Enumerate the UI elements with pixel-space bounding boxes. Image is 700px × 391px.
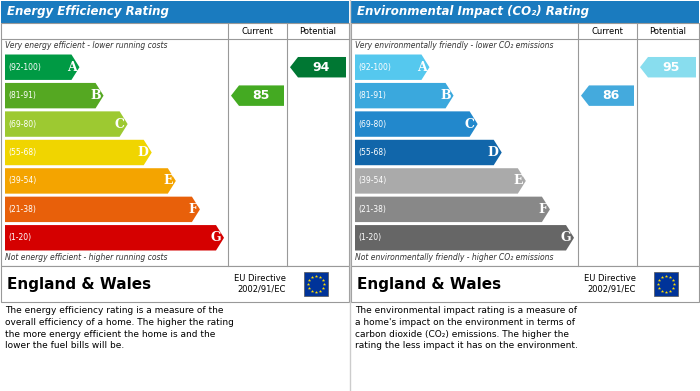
Text: D: D	[138, 146, 148, 159]
Text: England & Wales: England & Wales	[7, 276, 151, 292]
Bar	[304, 272, 328, 296]
Text: E: E	[513, 174, 523, 187]
Text: EU Directive
2002/91/EC: EU Directive 2002/91/EC	[584, 274, 636, 294]
Text: (1-20): (1-20)	[8, 233, 31, 242]
Text: (21-38): (21-38)	[358, 205, 386, 214]
Text: (69-80): (69-80)	[358, 120, 386, 129]
Text: A: A	[66, 61, 76, 74]
Text: F: F	[188, 203, 197, 216]
Text: England & Wales: England & Wales	[357, 276, 501, 292]
Polygon shape	[5, 197, 200, 222]
Text: 85: 85	[252, 89, 270, 102]
Text: Environmental Impact (CO₂) Rating: Environmental Impact (CO₂) Rating	[357, 5, 589, 18]
Text: (39-54): (39-54)	[358, 176, 386, 185]
Text: 86: 86	[602, 89, 619, 102]
Text: Current: Current	[241, 27, 274, 36]
Polygon shape	[581, 85, 634, 106]
Text: Potential: Potential	[650, 27, 687, 36]
Text: C: C	[465, 118, 475, 131]
Bar	[654, 272, 678, 296]
Text: (92-100): (92-100)	[8, 63, 41, 72]
Bar	[1, 1, 349, 23]
Polygon shape	[640, 57, 696, 77]
Text: (21-38): (21-38)	[8, 205, 36, 214]
Polygon shape	[355, 54, 430, 80]
Text: (55-68): (55-68)	[358, 148, 386, 157]
Polygon shape	[5, 168, 176, 194]
Text: Very environmentally friendly - lower CO₂ emissions: Very environmentally friendly - lower CO…	[355, 41, 554, 50]
Text: (55-68): (55-68)	[8, 148, 36, 157]
Polygon shape	[5, 83, 104, 108]
Polygon shape	[355, 197, 550, 222]
Polygon shape	[231, 85, 284, 106]
Polygon shape	[355, 225, 574, 251]
Bar	[1, 266, 349, 302]
Polygon shape	[355, 111, 477, 137]
Polygon shape	[5, 54, 80, 80]
Text: (81-91): (81-91)	[358, 91, 386, 100]
Text: G: G	[211, 231, 221, 244]
Polygon shape	[355, 140, 502, 165]
Text: EU Directive
2002/91/EC: EU Directive 2002/91/EC	[234, 274, 286, 294]
Text: G: G	[561, 231, 571, 244]
Text: 94: 94	[312, 61, 330, 74]
Bar	[351, 1, 699, 23]
Text: B: B	[90, 89, 101, 102]
Text: Potential: Potential	[300, 27, 337, 36]
Text: (1-20): (1-20)	[358, 233, 381, 242]
Polygon shape	[5, 225, 224, 251]
Polygon shape	[5, 140, 152, 165]
Text: D: D	[488, 146, 498, 159]
Text: (81-91): (81-91)	[8, 91, 36, 100]
Polygon shape	[290, 57, 346, 77]
Polygon shape	[5, 111, 127, 137]
Text: Energy Efficiency Rating: Energy Efficiency Rating	[7, 5, 169, 18]
Bar	[351, 266, 699, 302]
Text: B: B	[440, 89, 451, 102]
Text: E: E	[163, 174, 173, 187]
Polygon shape	[355, 83, 454, 108]
Text: Not energy efficient - higher running costs: Not energy efficient - higher running co…	[5, 253, 167, 262]
Text: 95: 95	[662, 61, 680, 74]
Text: A: A	[416, 61, 426, 74]
Text: (92-100): (92-100)	[358, 63, 391, 72]
Text: The energy efficiency rating is a measure of the
overall efficiency of a home. T: The energy efficiency rating is a measur…	[5, 306, 234, 350]
Text: (39-54): (39-54)	[8, 176, 36, 185]
Bar	[1, 23, 349, 266]
Text: Very energy efficient - lower running costs: Very energy efficient - lower running co…	[5, 41, 167, 50]
Text: F: F	[538, 203, 547, 216]
Text: Not environmentally friendly - higher CO₂ emissions: Not environmentally friendly - higher CO…	[355, 253, 554, 262]
Bar	[351, 23, 699, 266]
Text: Current: Current	[592, 27, 624, 36]
Text: (69-80): (69-80)	[8, 120, 36, 129]
Text: C: C	[115, 118, 125, 131]
Polygon shape	[355, 168, 526, 194]
Text: The environmental impact rating is a measure of
a home's impact on the environme: The environmental impact rating is a mea…	[355, 306, 578, 350]
